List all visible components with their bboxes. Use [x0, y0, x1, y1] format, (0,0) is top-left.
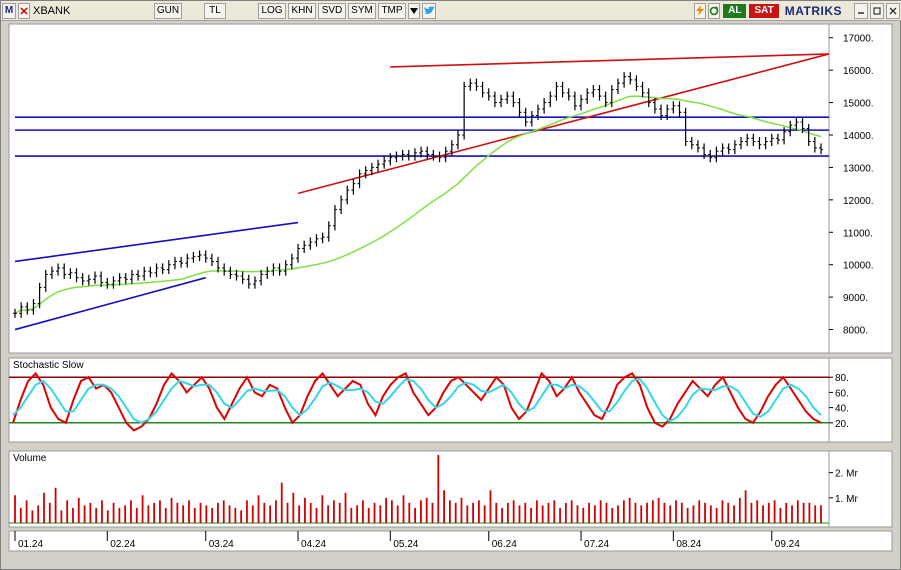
brand-logo: MATRIKS — [784, 3, 842, 18]
x-tick-label: 01.24 — [18, 539, 43, 550]
minimize-icon[interactable] — [854, 2, 868, 19]
price-tick-label: 15000. — [843, 99, 874, 110]
trendline — [390, 53, 830, 68]
moving-average-line — [14, 95, 822, 314]
x-tick-label: 09.24 — [775, 539, 800, 550]
y-axis-panel-1 — [828, 23, 893, 354]
currency-button[interactable]: TL — [204, 2, 226, 19]
price-tick-label: 16000. — [843, 66, 874, 77]
stochastic-tick-label: 80. — [835, 373, 849, 384]
price-tick-label: 10000. — [843, 261, 874, 272]
price-tick-label: 8000. — [843, 326, 868, 337]
tmp-button[interactable]: TMP — [378, 2, 406, 19]
price-tick-label: 14000. — [843, 131, 874, 142]
sym-button[interactable]: SYM — [348, 2, 376, 19]
log-button[interactable]: LOG — [258, 2, 286, 19]
x-tick-label: 06.24 — [492, 539, 517, 550]
refresh-icon[interactable] — [708, 2, 721, 19]
stochastic-title: Stochastic Slow — [13, 360, 84, 371]
volume-title: Volume — [13, 453, 47, 464]
stochastic-tick-label: 20. — [835, 419, 849, 430]
symbol-label[interactable]: XBANK — [33, 4, 71, 17]
panel-1 — [8, 23, 830, 354]
panel-3 — [8, 450, 830, 528]
x-tick-label: 03.24 — [209, 539, 234, 550]
price-tick-label: 9000. — [843, 293, 868, 304]
x-axis — [8, 530, 893, 552]
twitter-icon[interactable] — [422, 2, 436, 19]
x-tick-label: 04.24 — [301, 539, 326, 550]
y-axis-panel-3 — [828, 450, 893, 528]
price-tick-label: 12000. — [843, 196, 874, 207]
stochastic-tick-label: 60. — [835, 388, 849, 399]
close-icon[interactable] — [18, 2, 30, 19]
restore-icon[interactable] — [870, 2, 884, 19]
x-tick-label: 08.24 — [676, 539, 701, 550]
app-icon[interactable]: M — [2, 2, 16, 19]
chevron-down-icon[interactable] — [408, 2, 420, 19]
lightning-icon[interactable] — [694, 2, 707, 19]
chart-area[interactable]: 8000. 9000. 10000. 11000. 12000. 13000. 14000.… — [1, 21, 901, 570]
stochastic-tick-label: 40. — [835, 404, 849, 415]
trendline — [14, 276, 206, 331]
y-axis-panel-2 — [828, 357, 893, 443]
volume-tick-label: 2. Mr — [835, 469, 858, 480]
price-tick-label: 11000. — [843, 228, 873, 239]
volume-tick-label: 1. Mr — [835, 494, 858, 505]
x-tick-label: 05.24 — [393, 539, 418, 550]
x-tick-label: 02.24 — [110, 539, 135, 550]
stochastic-d-line — [12, 377, 822, 424]
x-tick-label: 07.24 — [584, 539, 609, 550]
sell-button[interactable]: SAT — [749, 3, 779, 18]
price-tick-label: 17000. — [843, 34, 874, 45]
price-tick-label: 13000. — [843, 163, 874, 174]
chart-toolbar: M XBANK GUN TL LOG KHN SVD SYM TMP AL SA… — [1, 1, 901, 21]
trendline — [14, 221, 299, 263]
svd-button[interactable]: SVD — [318, 2, 346, 19]
buy-button[interactable]: AL — [723, 3, 747, 18]
chart-svg[interactable]: 8000. 9000. 10000. 11000. 12000. 13000. 14000.… — [1, 21, 901, 570]
period-button[interactable]: GUN — [154, 2, 182, 19]
khn-button[interactable]: KHN — [288, 2, 316, 19]
close-window-icon[interactable] — [886, 2, 900, 19]
trendline — [297, 53, 830, 195]
